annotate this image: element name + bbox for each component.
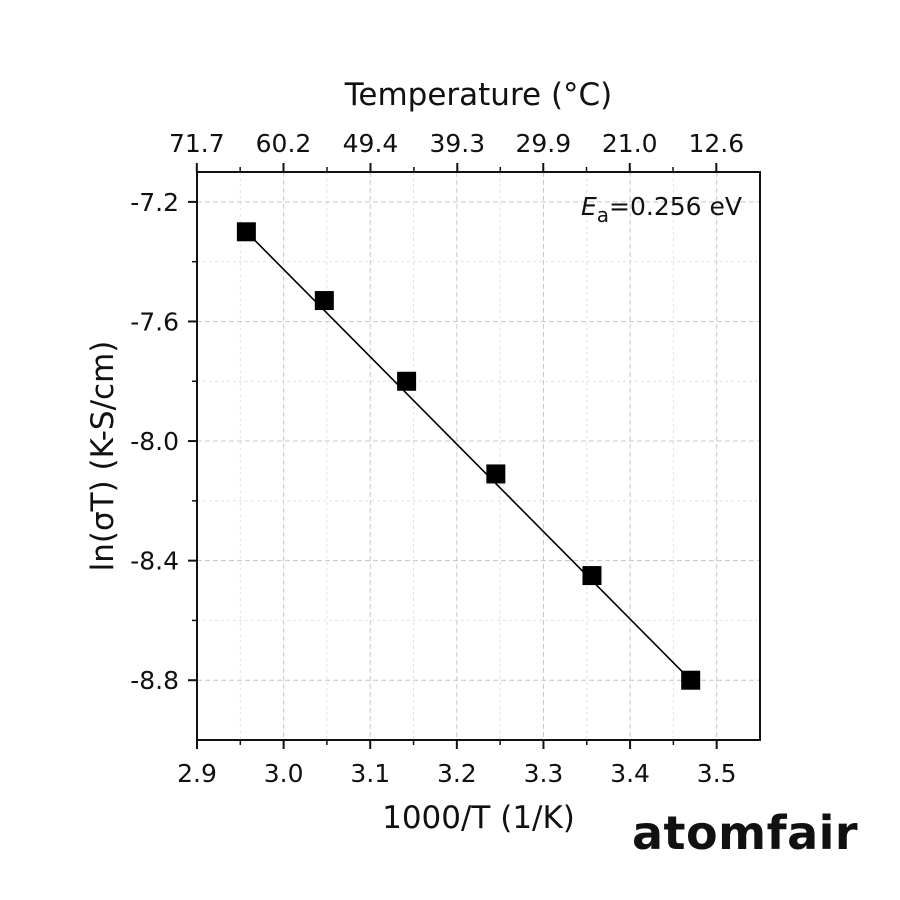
x-tick-label: 3.1: [350, 759, 390, 788]
top-tick-label: 12.6: [688, 129, 744, 158]
data-point: [314, 291, 334, 311]
x-tick-label: 2.9: [177, 759, 217, 788]
x-tick-label: 3.3: [524, 759, 564, 788]
plot-frame: [196, 171, 761, 741]
annotation-symbol: E: [581, 192, 597, 221]
x-axis-title: 1000/T (1/K): [382, 800, 575, 836]
top-tick-label: 60.2: [256, 129, 312, 158]
y-tick-label: -7.2: [130, 188, 179, 217]
annotation-subscript: a: [597, 203, 609, 227]
data-point: [397, 371, 417, 391]
tick-marks: [188, 163, 718, 749]
y-tick-label: -8.8: [130, 666, 179, 695]
x-tick-label: 3.5: [697, 759, 737, 788]
activation-energy-annotation: Ea=0.256 eV: [581, 192, 742, 227]
x-tick-label: 3.2: [437, 759, 477, 788]
data-markers: [236, 222, 701, 690]
y-tick-label: -7.6: [130, 307, 179, 336]
y-tick-label: -8.0: [130, 427, 179, 456]
y-axis-title: ln(σT) (K-S/cm): [85, 341, 121, 572]
tick-labels: 2.9 3.0 3.1 3.2 3.3 3.4 3.5 71.7 60.2 49.4 39.3 29.…: [130, 129, 744, 788]
brand-logo-text: atomfair: [632, 806, 859, 860]
top-tick-label: 39.3: [429, 129, 485, 158]
top-tick-label: 49.4: [343, 129, 399, 158]
x-tick-label: 3.4: [610, 759, 650, 788]
x-tick-label: 3.0: [264, 759, 304, 788]
data-point: [236, 222, 256, 242]
y-tick-label: -8.4: [130, 547, 179, 576]
fit-line: [245, 231, 692, 681]
data-point: [582, 566, 602, 586]
top-tick-label: 71.7: [169, 129, 225, 158]
annotation-value: =0.256 eV: [609, 192, 742, 221]
top-axis-title: Temperature (°C): [344, 77, 613, 113]
top-tick-label: 29.9: [515, 129, 571, 158]
grid: [196, 172, 760, 740]
data-point: [486, 464, 506, 484]
data-point: [681, 670, 701, 690]
top-tick-label: 21.0: [602, 129, 658, 158]
